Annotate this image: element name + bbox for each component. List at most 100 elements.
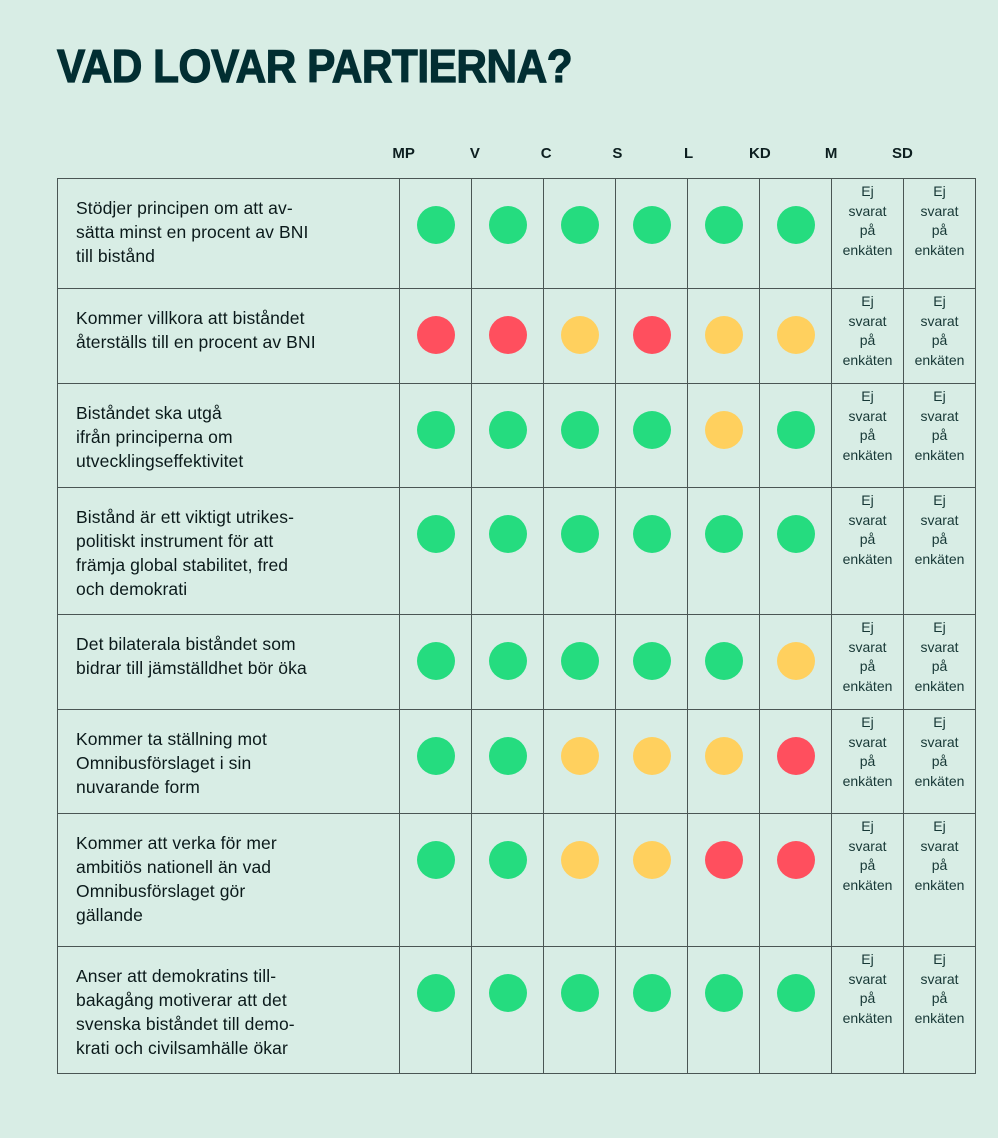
no-answer-text-line: svarat — [848, 733, 887, 750]
no-answer-cell-sd: Ej svarat på enkäten — [903, 614, 976, 710]
no-answer-text-line: Ej — [861, 714, 874, 730]
no-answer-cell-m: Ej svarat på enkäten — [831, 178, 904, 289]
no-answer-text-line: på — [859, 222, 876, 238]
question-text-line: utvecklingseffektivitet — [76, 451, 244, 471]
rating-cell-l — [687, 614, 760, 710]
no-answer-text-line: svarat — [848, 511, 887, 528]
no-answer-text-line: på — [931, 990, 948, 1006]
no-answer-text-line: enkäten — [914, 772, 965, 789]
rating-cell-c — [543, 946, 616, 1074]
rating-cell-c — [543, 383, 616, 488]
no-answer-text-line: enkäten — [842, 1009, 893, 1026]
no-answer-text-line: Ej — [933, 951, 946, 967]
rating-cell-c — [543, 288, 616, 384]
no-answer-text-line: svarat — [920, 312, 959, 329]
no-answer-text-line: Ej — [933, 619, 946, 635]
no-answer-text-line: svarat — [848, 970, 887, 987]
question-text-line: Kommer villkora att biståndet — [76, 308, 305, 328]
no-answer-text-line: enkäten — [914, 351, 965, 368]
question-text-line: till bistånd — [76, 246, 156, 266]
promise-table: Stödjer principen om att av-sätta minst … — [57, 178, 976, 1074]
rating-dot-yes — [704, 206, 743, 244]
rating-dot-yes — [632, 411, 671, 449]
party-header-s: S — [612, 145, 623, 162]
party-header-kd: KD — [749, 145, 771, 162]
question-text-line: främja global stabilitet, fred — [76, 555, 289, 575]
no-answer-text-line: svarat — [848, 312, 887, 329]
no-answer-text-line: på — [859, 427, 876, 443]
no-answer-cell-m: Ej svarat på enkäten — [831, 487, 904, 615]
no-answer-cell-sd: Ej svarat på enkäten — [903, 383, 976, 488]
rating-dot-yes — [416, 974, 455, 1012]
rating-dot-yes — [488, 206, 527, 244]
question-cell: Stödjer principen om att av-sätta minst … — [57, 178, 400, 289]
rating-dot-partial — [704, 411, 743, 449]
rating-dot-yes — [704, 974, 743, 1012]
rating-cell-kd — [759, 813, 832, 947]
table-row: Kommer att verka för mer ambitiös natione… — [57, 813, 976, 947]
party-header-sd: SD — [891, 145, 913, 162]
no-answer-text-line: enkäten — [842, 446, 893, 463]
no-answer-text-line: på — [931, 857, 948, 873]
no-answer-cell-m: Ej svarat på enkäten — [831, 813, 904, 947]
question-text-line: Bistånd är ett viktigt utrikes- — [76, 507, 295, 527]
no-answer-text-line: svarat — [848, 202, 887, 219]
rating-cell-c — [543, 487, 616, 615]
rating-cell-s — [615, 813, 688, 947]
no-answer-text-line: Ej — [861, 492, 874, 508]
no-answer-text-line: enkäten — [914, 876, 965, 893]
rating-cell-l — [687, 288, 760, 384]
rating-dot-yes — [488, 841, 527, 879]
rating-cell-v — [471, 946, 544, 1074]
question-text-line: svenska biståndet till demo- — [76, 1014, 295, 1034]
rating-cell-s — [615, 383, 688, 488]
no-answer-text-line: svarat — [920, 511, 959, 528]
no-answer-text-line: svarat — [920, 202, 959, 219]
no-answer-text-line: Ej — [861, 951, 874, 967]
rating-dot-no — [632, 316, 671, 354]
rating-dot-partial — [560, 316, 599, 354]
rating-cell-l — [687, 178, 760, 289]
rating-dot-partial — [776, 316, 815, 354]
no-answer-cell-sd: Ej svarat på enkäten — [903, 288, 976, 384]
no-answer-text-line: enkäten — [914, 1009, 965, 1026]
rating-dot-partial — [704, 737, 743, 775]
rating-dot-yes — [416, 206, 455, 244]
rating-dot-no — [704, 841, 743, 879]
table-row: Kommer ta ställning mot Omnibusförslaget … — [57, 709, 976, 814]
no-answer-text-line: svarat — [920, 407, 959, 424]
rating-dot-yes — [704, 642, 743, 680]
no-answer-text-line: på — [931, 222, 948, 238]
no-answer-cell-m: Ej svarat på enkäten — [831, 709, 904, 814]
no-answer-text-line: enkäten — [842, 876, 893, 893]
rating-dot-yes — [416, 737, 455, 775]
question-text-line: Kommer ta ställning mot — [76, 729, 267, 749]
question-text-line: återställs till en procent av BNI — [76, 332, 316, 352]
question-cell: Anser att demokratins till-bakagång moti… — [57, 946, 400, 1074]
rating-cell-mp — [399, 383, 472, 488]
no-answer-text-line: på — [931, 427, 948, 443]
rating-cell-v — [471, 709, 544, 814]
question-text-line: politiskt instrument för att — [76, 531, 274, 551]
no-answer-text-line: enkäten — [914, 550, 965, 567]
no-answer-text-line: Ej — [933, 388, 946, 404]
rating-dot-yes — [632, 974, 671, 1012]
rating-cell-s — [615, 487, 688, 615]
no-answer-text-line: Ej — [861, 619, 874, 635]
no-answer-text-line: Ej — [861, 293, 874, 309]
no-answer-text-line: Ej — [933, 492, 946, 508]
rating-cell-s — [615, 178, 688, 289]
rating-cell-mp — [399, 709, 472, 814]
rating-dot-yes — [416, 642, 455, 680]
rating-cell-kd — [759, 487, 832, 615]
no-answer-text-line: enkäten — [914, 241, 965, 258]
no-answer-text-line: enkäten — [914, 446, 965, 463]
rating-dot-yes — [416, 515, 455, 553]
no-answer-text-line: på — [859, 753, 876, 769]
no-answer-text-line: på — [931, 753, 948, 769]
rating-cell-mp — [399, 178, 472, 289]
no-answer-text-line: Ej — [861, 388, 874, 404]
rating-dot-partial — [560, 841, 599, 879]
no-answer-cell-m: Ej svarat på enkäten — [831, 383, 904, 488]
rating-cell-l — [687, 487, 760, 615]
